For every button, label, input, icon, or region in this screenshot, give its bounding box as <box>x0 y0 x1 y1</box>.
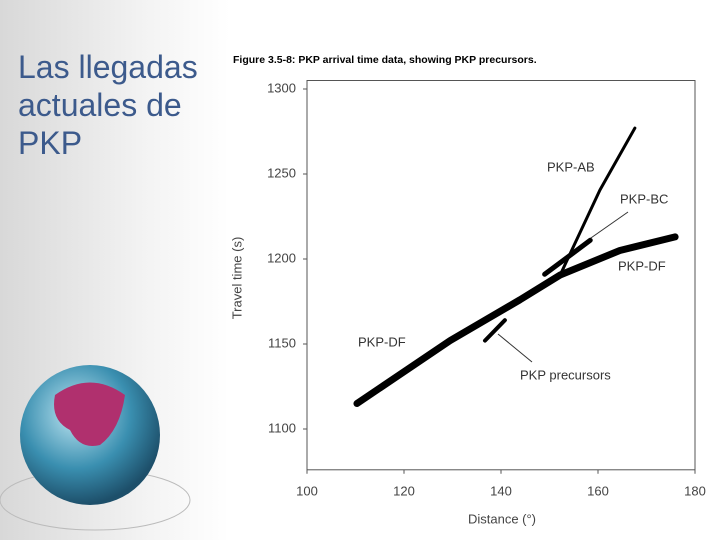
y-axis-label: Travel time (s) <box>229 237 244 320</box>
y-tick-label: 1200 <box>267 250 296 265</box>
series-label: PKP-DF <box>618 258 666 273</box>
arrows <box>497 211 629 363</box>
figure-caption: Figure 3.5-8: PKP arrival time data, sho… <box>233 54 537 66</box>
x-tick-label: 160 <box>587 483 609 498</box>
x-tick-label: 180 <box>684 483 706 498</box>
x-tick-label: 100 <box>296 483 318 498</box>
y-tick-label: 1250 <box>267 165 296 180</box>
series-label: PKP-DF <box>358 334 406 349</box>
arrow <box>587 211 629 241</box>
x-tick-label: 140 <box>490 483 512 498</box>
series-line <box>482 318 507 343</box>
series-line <box>542 237 593 277</box>
y-tick-label: 1100 <box>268 420 296 435</box>
slide-title: Las llegadas actuales de PKP <box>18 49 198 161</box>
y-tick-label: 1150 <box>268 335 296 350</box>
series-label: PKP-AB <box>547 159 595 174</box>
series-line <box>558 126 637 277</box>
series-label: PKP precursors <box>520 367 611 382</box>
x-tick-label: 120 <box>393 483 415 498</box>
arrow <box>497 333 533 363</box>
series-label: PKP-BC <box>620 191 668 206</box>
figure-bg <box>226 40 720 540</box>
series-line <box>353 233 679 407</box>
y-tick-label: 1300 <box>267 80 296 95</box>
continent <box>54 382 125 446</box>
x-axis-label: Distance (°) <box>468 511 536 526</box>
